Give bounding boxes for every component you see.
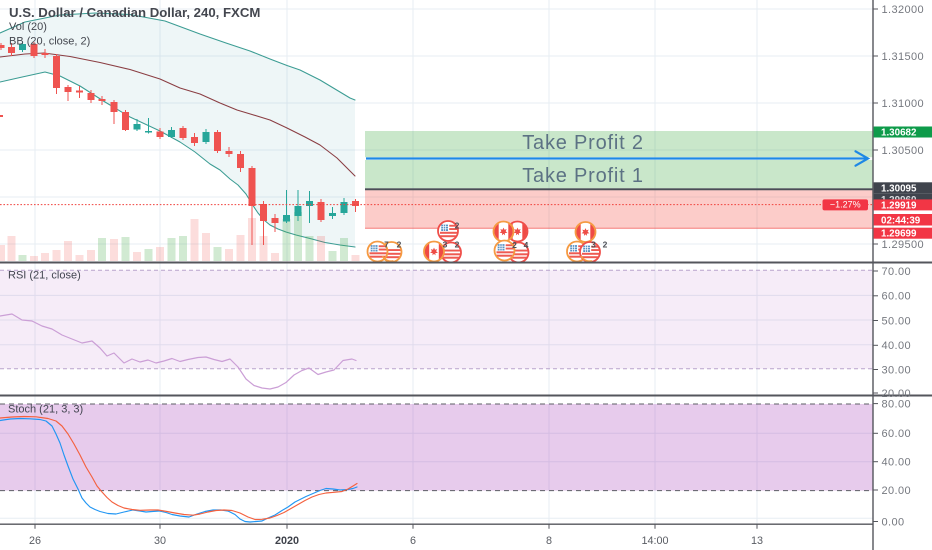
svg-text:2: 2 (455, 240, 460, 250)
svg-text:1.29699: 1.29699 (881, 229, 917, 240)
svg-text:1.32000: 1.32000 (882, 4, 925, 16)
svg-text:2: 2 (603, 240, 608, 250)
svg-text:30: 30 (154, 535, 166, 547)
svg-text:02:44:39: 02:44:39 (881, 215, 921, 226)
svg-text:60.00: 60.00 (882, 428, 912, 440)
svg-text:1.30500: 1.30500 (882, 145, 925, 157)
svg-text:Vol (20): Vol (20) (9, 21, 47, 33)
svg-text:30.00: 30.00 (882, 364, 912, 376)
svg-text:8: 8 (546, 535, 552, 547)
svg-text:U.S. Dollar / Canadian Dollar,: U.S. Dollar / Canadian Dollar, 240, FXCM (9, 5, 260, 20)
svg-text:1.30682: 1.30682 (881, 128, 917, 139)
svg-text:1.29500: 1.29500 (882, 239, 925, 251)
svg-text:Stoch (21, 3, 3): Stoch (21, 3, 3) (8, 404, 83, 416)
svg-text:4: 4 (524, 240, 529, 250)
svg-text:6: 6 (410, 535, 416, 547)
svg-text:26: 26 (29, 535, 41, 547)
svg-text:1.29960: 1.29960 (881, 195, 917, 206)
svg-text:0.00: 0.00 (882, 516, 905, 528)
svg-text:60.00: 60.00 (882, 291, 912, 303)
svg-text:1.29919: 1.29919 (881, 200, 917, 211)
svg-text:70.00: 70.00 (882, 266, 912, 278)
svg-text:40.00: 40.00 (882, 340, 912, 352)
svg-text:40.00: 40.00 (882, 457, 912, 469)
svg-text:Take Profit 1: Take Profit 1 (522, 165, 644, 187)
svg-text:7: 7 (384, 239, 389, 249)
svg-text:−1.27%: −1.27% (830, 199, 861, 209)
svg-text:13: 13 (751, 535, 763, 547)
svg-text:1.31000: 1.31000 (882, 98, 925, 110)
svg-text:2: 2 (455, 221, 460, 231)
svg-text:80.00: 80.00 (882, 399, 912, 411)
svg-text:1.30095: 1.30095 (881, 184, 917, 195)
svg-text:1.31500: 1.31500 (882, 51, 925, 63)
svg-text:20.00: 20.00 (882, 485, 912, 497)
svg-text:20.00: 20.00 (882, 388, 912, 400)
svg-text:RSI (21, close): RSI (21, close) (8, 270, 81, 282)
svg-text:3: 3 (443, 240, 448, 250)
svg-text:3: 3 (591, 240, 596, 250)
svg-text:2: 2 (397, 239, 402, 249)
svg-text:50.00: 50.00 (882, 315, 912, 327)
svg-text:14:00: 14:00 (641, 535, 668, 547)
svg-text:2020: 2020 (275, 535, 299, 547)
svg-text:Take Profit 2: Take Profit 2 (522, 132, 644, 154)
svg-text:BB (20, close, 2): BB (20, close, 2) (9, 36, 90, 48)
svg-text:2: 2 (512, 240, 517, 250)
